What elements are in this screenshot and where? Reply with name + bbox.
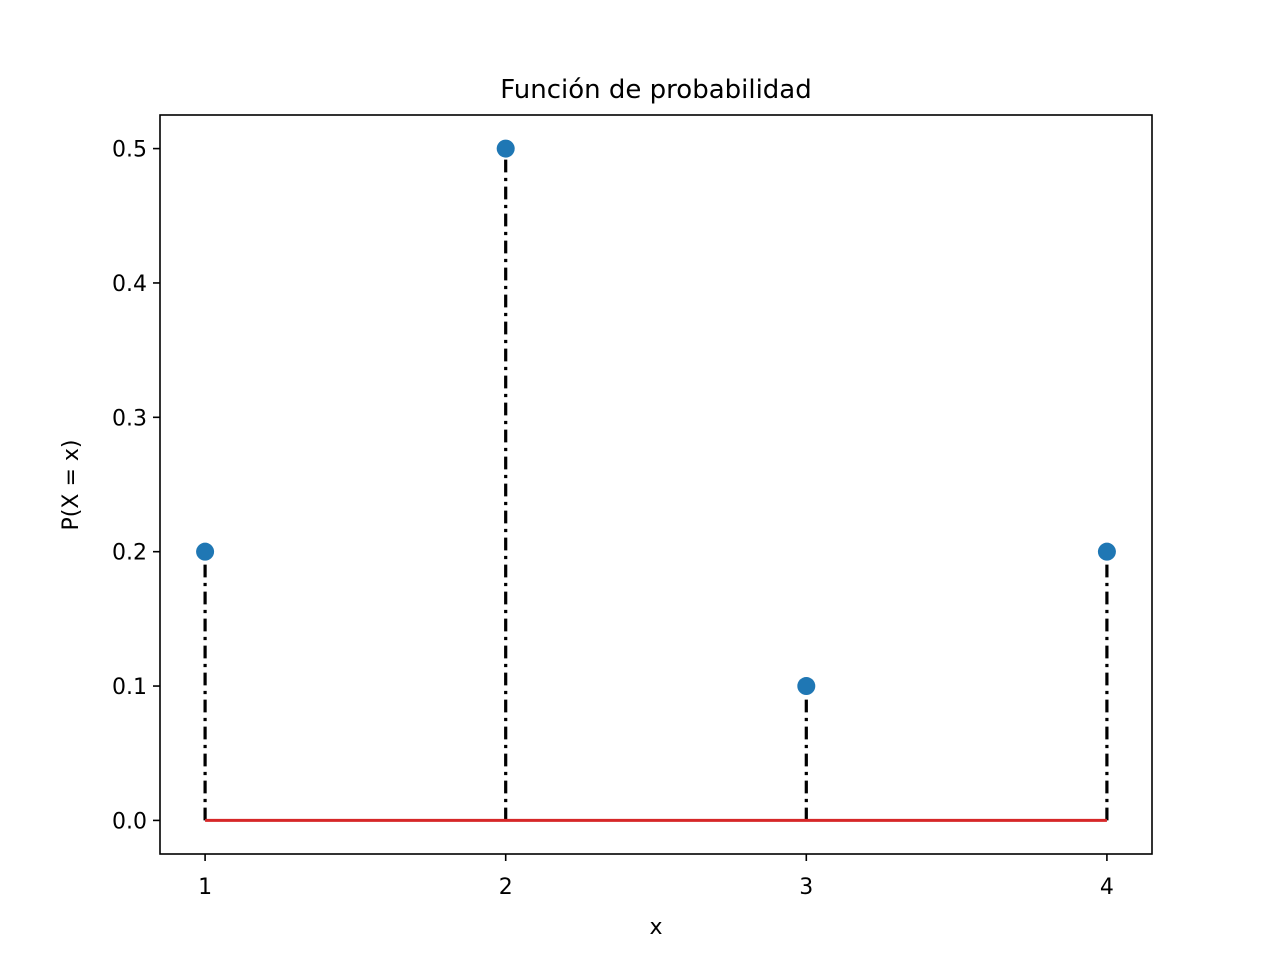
x-tick-label: 2 bbox=[499, 875, 513, 900]
y-tick-label: 0.0 bbox=[112, 809, 147, 834]
x-tick-label: 1 bbox=[198, 875, 212, 900]
y-axis-label: P(X = x) bbox=[59, 440, 84, 531]
plot-area: 0.0 0.1 0.2 0.3 0.4 0.5 1 2 3 4 bbox=[112, 114, 1153, 900]
stem-marker bbox=[797, 677, 816, 696]
y-tick-label: 0.1 bbox=[112, 675, 147, 700]
stem-marker bbox=[1097, 542, 1116, 561]
y-tick-label: 0.4 bbox=[112, 272, 147, 297]
chart-title: Función de probabilidad bbox=[500, 75, 812, 105]
plot-frame bbox=[159, 114, 1153, 855]
x-axis-label: x bbox=[649, 915, 662, 940]
x-tick-label: 4 bbox=[1100, 875, 1114, 900]
stem-marker bbox=[196, 542, 215, 561]
y-tick-label: 0.3 bbox=[112, 406, 147, 431]
x-tick-label: 3 bbox=[799, 875, 813, 900]
y-tick-label: 0.2 bbox=[112, 541, 147, 566]
stem-marker bbox=[496, 139, 515, 158]
y-tick-label: 0.5 bbox=[112, 138, 147, 163]
